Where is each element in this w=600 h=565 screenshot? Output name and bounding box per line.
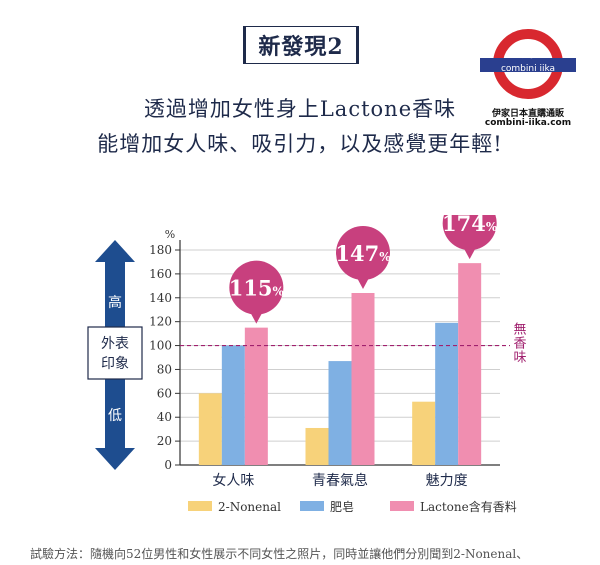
y-tick-label: 60: [157, 386, 172, 400]
bar-2-2: [328, 361, 352, 465]
y-tick-label: 100: [149, 339, 172, 353]
y-tick-label: 0: [164, 458, 172, 472]
bar-3-2: [351, 293, 375, 465]
y-tick-label: 180: [149, 243, 172, 257]
arrow-up-icon: [95, 240, 135, 262]
logo-caption-2: combini-iika.com: [484, 118, 572, 128]
bar-2-3: [435, 322, 459, 465]
reference-line-label: 味: [513, 351, 526, 366]
bar-3-3: [458, 263, 482, 465]
callout-value: 115%: [229, 276, 285, 301]
x-category-label: 女人味: [212, 472, 254, 489]
y-tick-label: 20: [157, 434, 172, 448]
y-tick-label: 80: [157, 362, 172, 376]
callout-bubble: [336, 226, 390, 280]
legend-label: 2-Nonenal: [218, 500, 281, 514]
legend-swatch: [300, 501, 324, 511]
axis-middle-label-line2: 印象: [101, 356, 129, 372]
callout-bubble: [229, 260, 284, 315]
y-tick-label: 140: [149, 291, 172, 305]
headline-line-1: 透過增加女性身上Lactone香味: [143, 97, 457, 121]
legend-label: Lactone含有香料: [420, 499, 517, 514]
y-tick-label: 160: [149, 267, 172, 281]
reference-line-label: 無: [513, 323, 526, 338]
bar-3-1: [244, 327, 268, 465]
bar-1-3: [412, 401, 436, 465]
logo-brand-bar: combini iika: [500, 64, 556, 74]
arrow-down-icon: [95, 448, 135, 470]
x-category-label: 魅力度: [426, 473, 468, 489]
headline-line-2: 能增加女人味、吸引力，以及感覺更年輕!: [97, 132, 503, 156]
y-tick-label: 120: [149, 315, 172, 329]
x-category-label: 青春氣息: [312, 472, 368, 489]
callout-value: 147%: [335, 241, 391, 266]
bar-1-1: [198, 393, 222, 465]
brand-logo[interactable]: 伊家 combini iika 伊家日本直購通販 combini-iika.co…: [470, 26, 586, 128]
bar-chart: 0 20 40 60 80 100 120 140 160 180% 女人味 青春氣息 魅力度 無香味 11…: [87, 215, 527, 514]
axis-middle-label-line1: 外表: [101, 336, 129, 352]
bar-2-1: [221, 345, 245, 465]
y-axis-unit: %: [165, 228, 175, 241]
callout-bubble: [442, 215, 497, 251]
y-tick-label: 40: [157, 410, 172, 424]
page-badge-title: 新發現2: [243, 26, 359, 64]
logo-caption-1: 伊家日本直購通販: [491, 109, 564, 119]
legend-label: 肥皂: [330, 500, 354, 514]
legend-swatch: [390, 501, 414, 511]
bar-1-2: [305, 427, 329, 465]
legend-swatch: [188, 501, 212, 511]
logo-roundel-icon: [480, 29, 576, 99]
reference-line-label: 香: [513, 337, 526, 352]
axis-low-label: 低: [108, 408, 122, 424]
axis-middle-box: [87, 326, 143, 380]
axis-high-label: 高: [108, 294, 122, 311]
callout-value: 174%: [442, 215, 498, 236]
logo-brand-small: 伊家: [520, 50, 536, 59]
test-method-footnote: 試驗方法：隨機向52位男性和女性展示不同女性之照片，同時並讓他們分別聞到2-No…: [30, 547, 529, 561]
